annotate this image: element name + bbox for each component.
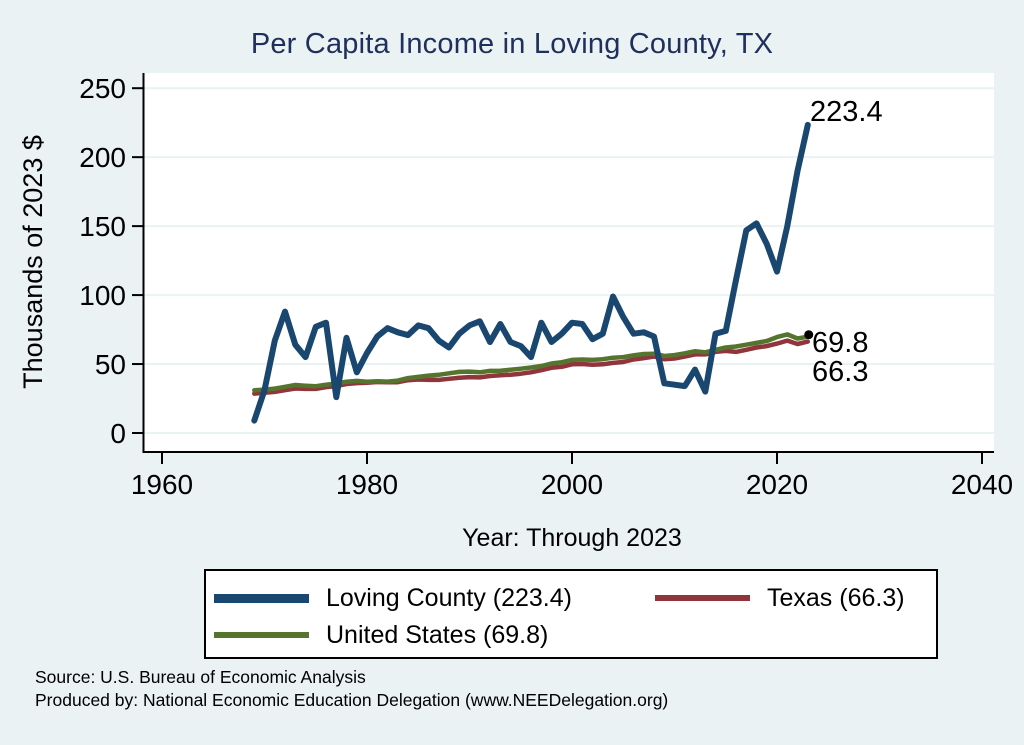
y-tick-label-0: 0 — [110, 418, 126, 449]
x-tick-label-2020: 2020 — [746, 469, 808, 500]
y-tick-label-50: 50 — [95, 349, 126, 380]
series-line-loving-county — [251, 121, 811, 424]
legend-swatch-loving-county — [214, 593, 309, 603]
end-label-texas: 66.3 — [812, 356, 868, 388]
produced-by-note: Produced by: National Economic Education… — [35, 690, 669, 710]
end-label-loving-county: 223.4 — [810, 96, 883, 128]
legend-entry-texas: Texas (66.3) — [655, 583, 905, 613]
y-tick-label-150: 150 — [79, 211, 126, 242]
plot-background — [144, 73, 994, 452]
chart-title: Per Capita Income in Loving County, TX — [250, 28, 774, 60]
y-tick-label-200: 200 — [79, 142, 126, 173]
x-tick-label-1980: 1980 — [336, 469, 398, 500]
legend-swatch-united-states — [214, 632, 309, 638]
y-tick-label-250: 250 — [79, 73, 126, 104]
legend: Loving County (223.4) Texas (66.3) Unite… — [204, 569, 938, 659]
end-marker-dot-united-states — [804, 330, 814, 340]
legend-entry-united-states: United States (69.8) — [214, 620, 548, 650]
legend-label-united-states: United States (69.8) — [326, 620, 549, 649]
legend-swatch-texas — [655, 595, 750, 601]
y-axis-title: Thousands of 2023 $ — [18, 135, 48, 389]
source-note: Source: U.S. Bureau of Economic Analysis — [35, 667, 366, 687]
end-label-united-states: 69.8 — [812, 327, 868, 359]
x-tick-label-2000: 2000 — [541, 469, 603, 500]
legend-label-texas: Texas (66.3) — [767, 583, 905, 612]
legend-entry-loving-county: Loving County (223.4) — [214, 583, 572, 613]
y-tick-label-100: 100 — [79, 280, 126, 311]
footer-notes: Source: U.S. Bureau of Economic Analysis… — [35, 666, 668, 712]
x-tick-label-2040: 2040 — [951, 469, 1013, 500]
x-tick-label-1960: 1960 — [131, 469, 193, 500]
x-axis-title: Year: Through 2023 — [462, 524, 682, 552]
plot-area: 0 50 100 150 200 250 1960 1980 2000 2020 2040 Thous… — [18, 73, 1013, 552]
legend-label-loving-county: Loving County (223.4) — [326, 583, 572, 612]
